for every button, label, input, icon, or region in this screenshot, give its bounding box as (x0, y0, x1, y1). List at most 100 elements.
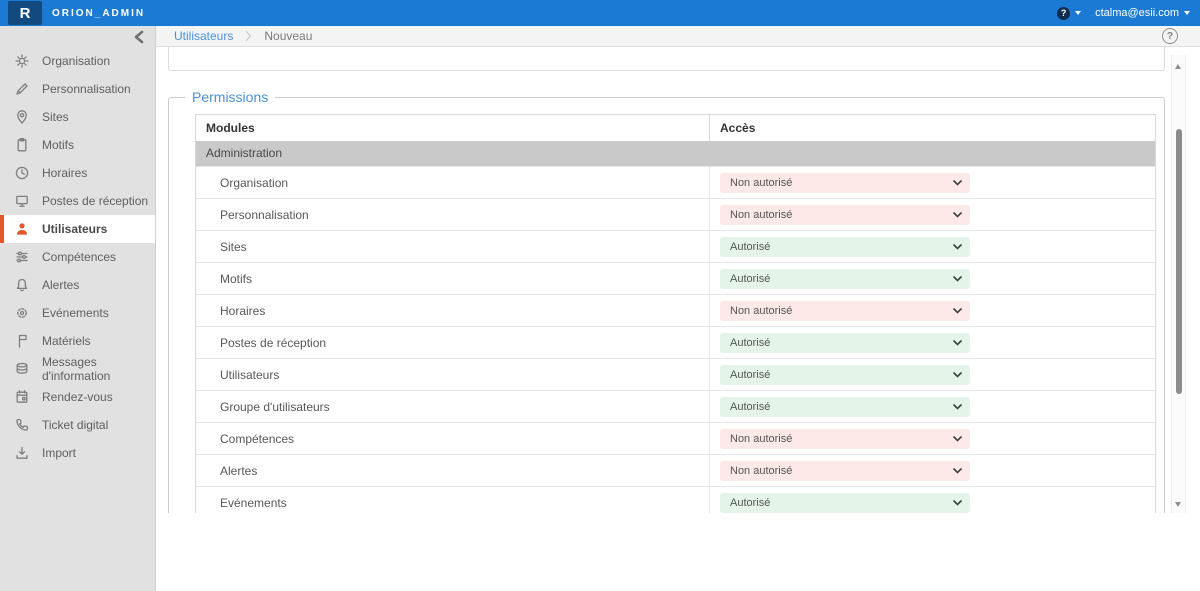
column-header-modules: Modules (206, 121, 255, 135)
brand-logo[interactable]: R (8, 1, 42, 25)
sidebar-item-horaires[interactable]: Horaires (0, 159, 155, 187)
select-value: Autorisé (730, 368, 771, 381)
breadcrumb-current: Nouveau (264, 29, 313, 43)
table-row: Evénements Autorisé (196, 486, 1155, 513)
scroll-up-button[interactable] (1175, 64, 1181, 69)
sidebar-item-materiels[interactable]: Matériels (0, 327, 155, 355)
calendar-icon (14, 389, 30, 405)
stack-icon (14, 361, 30, 377)
map-pin-icon (14, 109, 30, 125)
vertical-scrollbar[interactable] (1171, 55, 1186, 513)
select-value: Autorisé (730, 400, 771, 413)
access-select[interactable]: Autorisé (720, 396, 970, 417)
sidebar-item-organisation[interactable]: Organisation (0, 47, 155, 75)
sliders-icon (14, 249, 30, 265)
sidebar-item-alertes[interactable]: Alertes (0, 271, 155, 299)
bell-icon (14, 277, 30, 293)
top-bar: R ORION_ADMIN ? ctalma@esii.com (0, 0, 1200, 26)
table-row: Alertes Non autorisé (196, 454, 1155, 486)
permissions-table: Modules Accès Administration Organisatio… (195, 114, 1156, 513)
sidebar-item-evenements[interactable]: Evénements (0, 299, 155, 327)
page-help-icon[interactable]: ? (1162, 28, 1178, 44)
module-name: Motifs (220, 271, 253, 286)
access-select[interactable]: Non autorisé (720, 172, 970, 193)
scroll-down-button[interactable] (1175, 502, 1181, 507)
module-name: Sites (220, 239, 247, 254)
chevron-down-icon (953, 467, 962, 474)
table-row: Motifs Autorisé (196, 262, 1155, 294)
column-header-acces: Accès (709, 115, 1155, 141)
table-row: Horaires Non autorisé (196, 294, 1155, 326)
logo-letter: R (19, 4, 31, 22)
chevron-left-icon (134, 30, 144, 43)
select-value: Autorisé (730, 240, 771, 253)
user-email: ctalma@esii.com (1095, 7, 1179, 19)
person-icon (14, 221, 30, 237)
chevron-down-icon (953, 435, 962, 442)
table-header-row: Modules Accès (196, 115, 1155, 141)
module-name: Compétences (220, 431, 295, 446)
sidebar-item-rendez-vous[interactable]: Rendez-vous (0, 383, 155, 411)
access-select[interactable]: Autorisé (720, 492, 970, 513)
access-select[interactable]: Non autorisé (720, 460, 970, 481)
sidebar-item-motifs[interactable]: Motifs (0, 131, 155, 159)
signpost-icon (14, 333, 30, 349)
scrollbar-thumb[interactable] (1176, 129, 1182, 394)
chevron-down-icon (953, 403, 962, 410)
chevron-down-icon (953, 499, 962, 506)
help-icon: ? (1057, 6, 1071, 20)
table-row: Personnalisation Non autorisé (196, 198, 1155, 230)
access-select[interactable]: Autorisé (720, 236, 970, 257)
sidebar-item-import[interactable]: Import (0, 439, 155, 467)
access-select[interactable]: Autorisé (720, 268, 970, 289)
chevron-down-icon (953, 339, 962, 346)
chevron-down-icon (953, 179, 962, 186)
breadcrumb: Utilisateurs Nouveau ? (156, 26, 1200, 47)
module-name: Alertes (220, 463, 258, 478)
download-icon (14, 445, 30, 461)
gear-icon (14, 53, 30, 69)
sidebar-item-personnalisation[interactable]: Personnalisation (0, 75, 155, 103)
clock-icon (14, 165, 30, 181)
sidebar-item-messages-d-information[interactable]: Messages d'information (0, 355, 155, 383)
sidebar-item-postes-de-reception[interactable]: Postes de réception (0, 187, 155, 215)
content-area: Permissions Modules Accès Administration… (157, 47, 1200, 513)
help-menu[interactable]: ? (1057, 6, 1082, 20)
chevron-down-icon (953, 243, 962, 250)
breadcrumb-link-utilisateurs[interactable]: Utilisateurs (174, 29, 234, 43)
group-row-administration: Administration (196, 141, 1155, 166)
select-value: Non autorisé (730, 464, 793, 477)
previous-section-box (168, 47, 1165, 71)
sidebar-item-competences[interactable]: Compétences (0, 243, 155, 271)
permissions-legend: Permissions (185, 89, 276, 105)
table-row: Organisation Non autorisé (196, 166, 1155, 198)
select-value: Autorisé (730, 336, 771, 349)
sprocket-icon (14, 305, 30, 321)
sidebar: Organisation Personnalisation Sites Moti… (0, 26, 156, 591)
access-select[interactable]: Autorisé (720, 332, 970, 353)
module-name: Organisation (220, 175, 289, 190)
access-select[interactable]: Non autorisé (720, 428, 970, 449)
sidebar-item-utilisateurs[interactable]: Utilisateurs (0, 215, 155, 243)
select-value: Non autorisé (730, 208, 793, 221)
phone-icon (14, 417, 30, 433)
sidebar-nav: Organisation Personnalisation Sites Moti… (0, 47, 155, 467)
sidebar-item-ticket-digital[interactable]: Ticket digital (0, 411, 155, 439)
access-select[interactable]: Non autorisé (720, 300, 970, 321)
module-name: Utilisateurs (220, 367, 280, 382)
module-name: Horaires (220, 303, 266, 318)
select-value: Non autorisé (730, 176, 793, 189)
breadcrumb-separator-icon (245, 30, 252, 42)
table-row: Groupe d'utilisateurs Autorisé (196, 390, 1155, 422)
sidebar-collapse-button[interactable] (133, 30, 145, 44)
user-menu[interactable]: ctalma@esii.com (1095, 7, 1190, 19)
caret-down-icon (1184, 11, 1190, 15)
chevron-down-icon (953, 307, 962, 314)
select-value: Non autorisé (730, 432, 793, 445)
select-value: Autorisé (730, 272, 771, 285)
sidebar-item-sites[interactable]: Sites (0, 103, 155, 131)
access-select[interactable]: Non autorisé (720, 204, 970, 225)
select-value: Non autorisé (730, 304, 793, 317)
module-name: Evénements (220, 495, 287, 510)
access-select[interactable]: Autorisé (720, 364, 970, 385)
